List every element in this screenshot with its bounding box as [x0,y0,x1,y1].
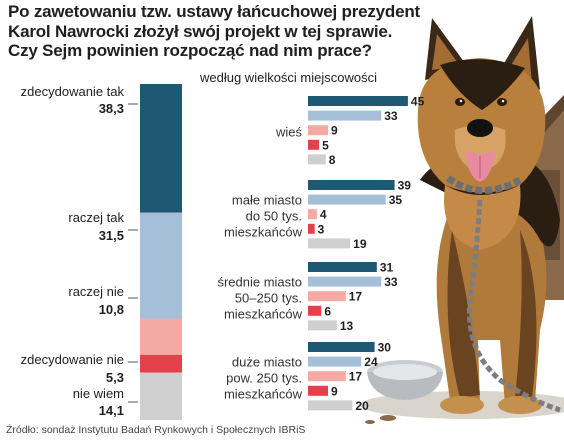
group-3-value-1: 24 [364,355,378,369]
group-3-bar-2 [308,371,346,382]
stacked-value-label-3: 5,3 [106,370,124,385]
title-line-2: Karol Nawrocki złożył swój projekt w tej… [8,21,393,41]
source-note: Źródło: sondaż Instytutu Badań Rynkowych… [6,424,306,436]
group-3-label-line-1: pow. 250 tys. [226,371,302,386]
group-0-bar-2 [308,125,328,136]
group-0-value-4: 8 [329,153,336,167]
stacked-segment-4 [140,372,182,420]
stacked-segment-1 [140,212,182,319]
group-2-value-3: 6 [324,304,331,318]
group-3-value-0: 30 [378,341,392,355]
group-1-bar-2 [308,209,317,220]
group-2-bar-0 [308,262,377,272]
group-0-value-1: 33 [384,109,398,123]
group-1-value-3: 3 [318,222,325,236]
group-3-label-line-0: duże miasto [232,355,302,370]
group-1-value-2: 4 [320,208,327,222]
stacked-category-label-0: zdecydowanie tak [21,84,125,99]
group-3-bar-1 [308,356,362,367]
stacked-category-label-3: zdecydowanie nie [21,352,124,367]
group-2-value-2: 17 [349,290,363,304]
group-0-bar-0 [308,96,408,106]
group-3-bar-3 [308,385,328,396]
group-1-label-line-2: mieszkańców [224,225,303,240]
group-1-bar-4 [308,238,351,249]
group-2-value-0: 31 [380,261,394,275]
stacked-value-label-2: 10,8 [99,302,124,317]
group-1-value-0: 39 [398,179,412,193]
group-3-bar-4 [308,400,353,411]
group-3-label-line-2: mieszkańców [224,387,303,402]
group-0-bar-3 [308,139,320,150]
group-1-bar-3 [308,223,315,234]
group-3-bar-0 [308,342,375,352]
group-2-label-line-0: średnie miasto [217,275,302,290]
chart-title: Po zawetowaniu tzw. ustawy łańcuchowej p… [8,2,428,61]
group-2-label-line-1: 50–250 tys. [235,291,302,306]
group-0-bar-4 [308,154,326,165]
stacked-category-label-2: raczej nie [68,284,124,299]
group-1-bar-1 [308,194,386,205]
grouped-chart-subtitle: według wielkości miejscowości [200,70,378,85]
group-2-bar-4 [308,320,337,331]
title-line-3: Czy Sejm powinien rozpocząć nad nim prac… [8,41,372,60]
group-2-label-line-2: mieszkańców [224,307,303,322]
stacked-segment-3 [140,354,182,373]
stacked-value-label-1: 31,5 [99,228,124,243]
group-0-value-3: 5 [322,138,329,152]
group-2-bar-1 [308,276,382,287]
german-shepherd-dog-on-chain-icon [360,16,564,424]
title-line-1: Po zawetowaniu tzw. ustawy łańcuchowej p… [8,2,421,21]
group-2-bar-3 [308,305,322,316]
group-0-value-2: 9 [331,124,338,138]
stacked-category-label-1: raczej tak [68,210,124,225]
group-3-value-4: 20 [355,399,369,413]
stacked-value-label-4: 14,1 [99,403,124,418]
group-1-value-4: 19 [353,237,367,251]
group-1-value-1: 35 [389,193,403,207]
stacked-category-label-4: nie wiem [73,386,124,401]
stacked-segment-2 [140,318,182,355]
group-3-value-3: 9 [331,384,338,398]
group-1-label-line-1: do 50 tys. [246,209,302,224]
group-3-value-2: 17 [349,370,363,384]
group-0-label-line-0: wieś [275,125,303,140]
group-2-value-1: 33 [384,275,398,289]
stacked-segment-0 [140,84,182,213]
group-1-label-line-0: małe miasto [232,193,302,208]
stacked-value-label-0: 38,3 [99,101,124,116]
group-0-bar-1 [308,110,382,121]
group-2-value-4: 13 [340,319,354,333]
group-2-bar-2 [308,291,346,302]
group-0-value-0: 45 [411,95,425,109]
group-1-bar-0 [308,180,395,190]
